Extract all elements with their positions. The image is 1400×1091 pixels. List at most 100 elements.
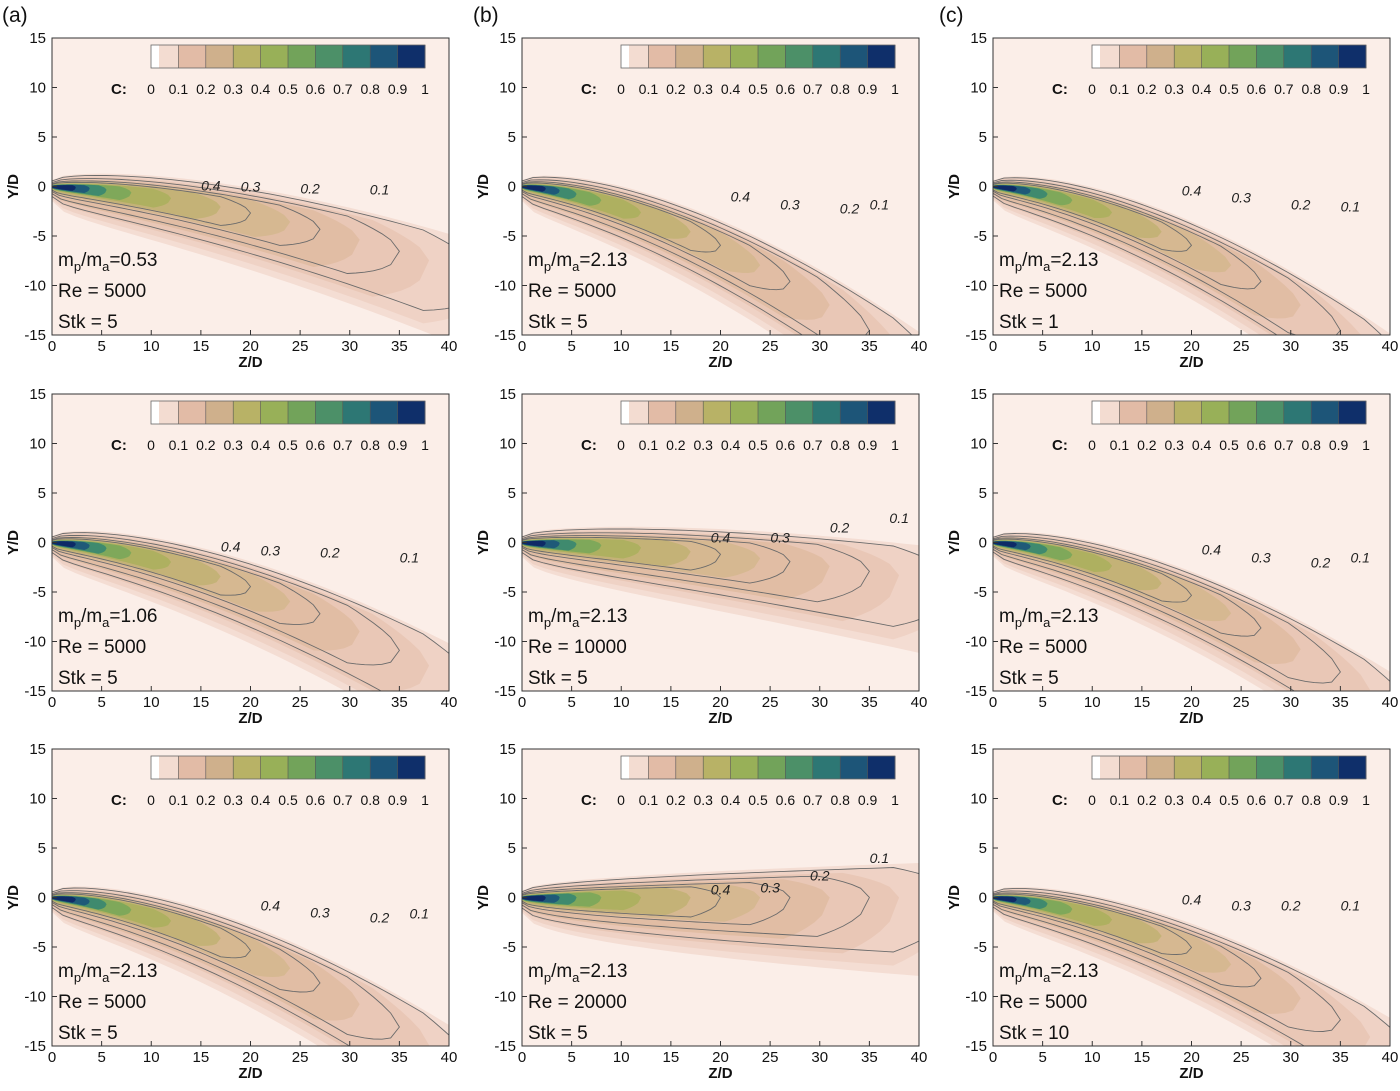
- y-axis-label: Y/D: [5, 174, 22, 199]
- y-tick-label: 5: [979, 485, 987, 502]
- contour-fill-group: [522, 526, 919, 653]
- colorbar-tick-label: 1: [421, 792, 429, 808]
- colorbar-tick-label: 0.7: [333, 81, 353, 97]
- contour-line-1: [993, 890, 1341, 1032]
- colorbar-tick-label: 0.4: [721, 437, 741, 453]
- colorbar-frame: [1091, 400, 1367, 425]
- contour-label: 0.3: [770, 530, 790, 546]
- contour-band-10: [522, 895, 546, 902]
- y-tick-label: 5: [38, 485, 46, 502]
- y-tick-label: 0: [979, 890, 987, 907]
- colorbar-swatch: [840, 756, 869, 779]
- contour-fill-group: [993, 532, 1390, 691]
- stk-annotation: Stk = 5: [58, 312, 118, 333]
- contour-line-3: [52, 538, 252, 596]
- colorbar-tick-label: 0.8: [830, 437, 850, 453]
- panel-b2: 0.4 0.3 0.2 0.1 C: 0 0.1 0.2 0.3 0.4 0.5 0.6 0.7 0.8 0…: [475, 386, 927, 727]
- mass-ratio-sub-p: p: [1015, 259, 1022, 274]
- colorbar-swatch: [675, 45, 704, 68]
- colorbar-label: C:: [111, 437, 127, 454]
- y-tick-label: 0: [508, 890, 516, 907]
- colorbar-swatch: [1229, 756, 1257, 779]
- x-tick-label: 0: [989, 1049, 997, 1066]
- colorbar-tick-label: 0.5: [748, 437, 768, 453]
- stk-annotation: Stk = 5: [58, 1023, 118, 1044]
- re-annotation: Re = 10000: [528, 637, 627, 658]
- mass-ratio-sub-p: p: [74, 615, 81, 630]
- contour-label: 0.2: [1291, 196, 1311, 212]
- x-tick-label: 40: [441, 694, 458, 711]
- y-tick-label: 10: [970, 436, 987, 453]
- y-tick-label: -5: [33, 228, 46, 245]
- x-tick-label: 10: [143, 338, 160, 355]
- contour-label: 0.2: [1311, 554, 1331, 570]
- colorbar-swatch: [205, 401, 234, 424]
- colorbar-swatch: [1283, 45, 1312, 68]
- contour-label: 0.1: [400, 549, 419, 565]
- colorbar-tick-label: 0.5: [748, 792, 768, 808]
- y-tick-label: 0: [979, 179, 987, 196]
- colorbar-frame: [620, 400, 896, 425]
- colorbar-swatch: [648, 756, 677, 779]
- contour-fill-group: [522, 175, 919, 335]
- colorbar-tick-label: 0.1: [169, 437, 189, 453]
- contour-line-0: [522, 176, 913, 335]
- x-tick-label: 15: [1134, 338, 1151, 355]
- colorbar-swatch: [785, 401, 814, 424]
- y-tick-label: -10: [24, 989, 46, 1006]
- colorbar-tick-label: 0.1: [1110, 81, 1130, 97]
- x-axis-label: Z/D: [1179, 1065, 1203, 1082]
- colorbar-swatch: [233, 45, 262, 68]
- stk-annotation: Stk = 5: [999, 668, 1059, 689]
- panels: 0.4 0.3 0.2 0.1 C: 0 0.1 0.2 0.3 0.4 0.5 0.6 0.7 0.8 0…: [5, 30, 1399, 1082]
- contour-fill-group: [993, 176, 1390, 335]
- contour-line-0: [52, 175, 449, 311]
- y-tick-label: -10: [494, 634, 516, 651]
- colorbar-swatch: [785, 756, 814, 779]
- y-tick-label: -10: [24, 634, 46, 651]
- x-tick-label: 20: [1183, 1049, 1200, 1066]
- y-tick-label: 0: [508, 535, 516, 552]
- colorbar-tick-label: 0.6: [1247, 792, 1267, 808]
- colorbar-tick-label: 0.6: [306, 437, 326, 453]
- contour-band-10: [52, 185, 76, 191]
- colorbar-tick-label: 0.4: [1192, 437, 1212, 453]
- y-tick-label: -10: [965, 278, 987, 295]
- mass-ratio-sub-p: p: [1015, 615, 1022, 630]
- colorbar-swatch: [288, 45, 316, 68]
- mass-ratio-sub-p: p: [1015, 970, 1022, 985]
- colorbar-label: C:: [111, 81, 127, 98]
- x-tick-label: 15: [663, 338, 680, 355]
- mass-ratio-sub-a: a: [572, 970, 580, 985]
- colorbar-tick-label: 0.9: [1329, 792, 1349, 808]
- contour-label: 0.3: [241, 179, 261, 195]
- mass-ratio-sub-a: a: [572, 615, 580, 630]
- colorbar-low: [621, 401, 629, 424]
- contour-line-3: [52, 893, 252, 959]
- x-tick-label: 15: [663, 694, 680, 711]
- x-tick-label: 15: [193, 694, 210, 711]
- colorbar-swatch: [342, 401, 371, 424]
- x-axis-label: Z/D: [708, 710, 732, 727]
- x-tick-label: 10: [143, 1049, 160, 1066]
- x-tick-label: 40: [1382, 694, 1399, 711]
- x-tick-label: 30: [341, 1049, 358, 1066]
- contour-band-3: [522, 180, 830, 320]
- contour-label: 0.3: [1231, 897, 1251, 913]
- colorbar-tick-label: 0.8: [830, 792, 850, 808]
- x-tick-label: 40: [441, 1049, 458, 1066]
- colorbar-label: C:: [581, 792, 597, 809]
- y-tick-label: -15: [494, 683, 516, 700]
- panel-a1: 0.4 0.3 0.2 0.1 C: 0 0.1 0.2 0.3 0.4 0.5 0.6 0.7 0.8 0…: [5, 30, 457, 371]
- colorbar-tick-label: 0.1: [639, 792, 659, 808]
- x-tick-label: 5: [567, 338, 575, 355]
- colorbar-swatch: [1174, 45, 1203, 68]
- y-tick-label: -10: [494, 278, 516, 295]
- contour-line-2: [52, 180, 321, 246]
- colorbar-swatch: [205, 45, 234, 68]
- x-tick-label: 5: [1038, 1049, 1046, 1066]
- x-tick-label: 20: [712, 1049, 729, 1066]
- colorbar-frame: [150, 755, 426, 780]
- y-tick-label: -15: [494, 327, 516, 344]
